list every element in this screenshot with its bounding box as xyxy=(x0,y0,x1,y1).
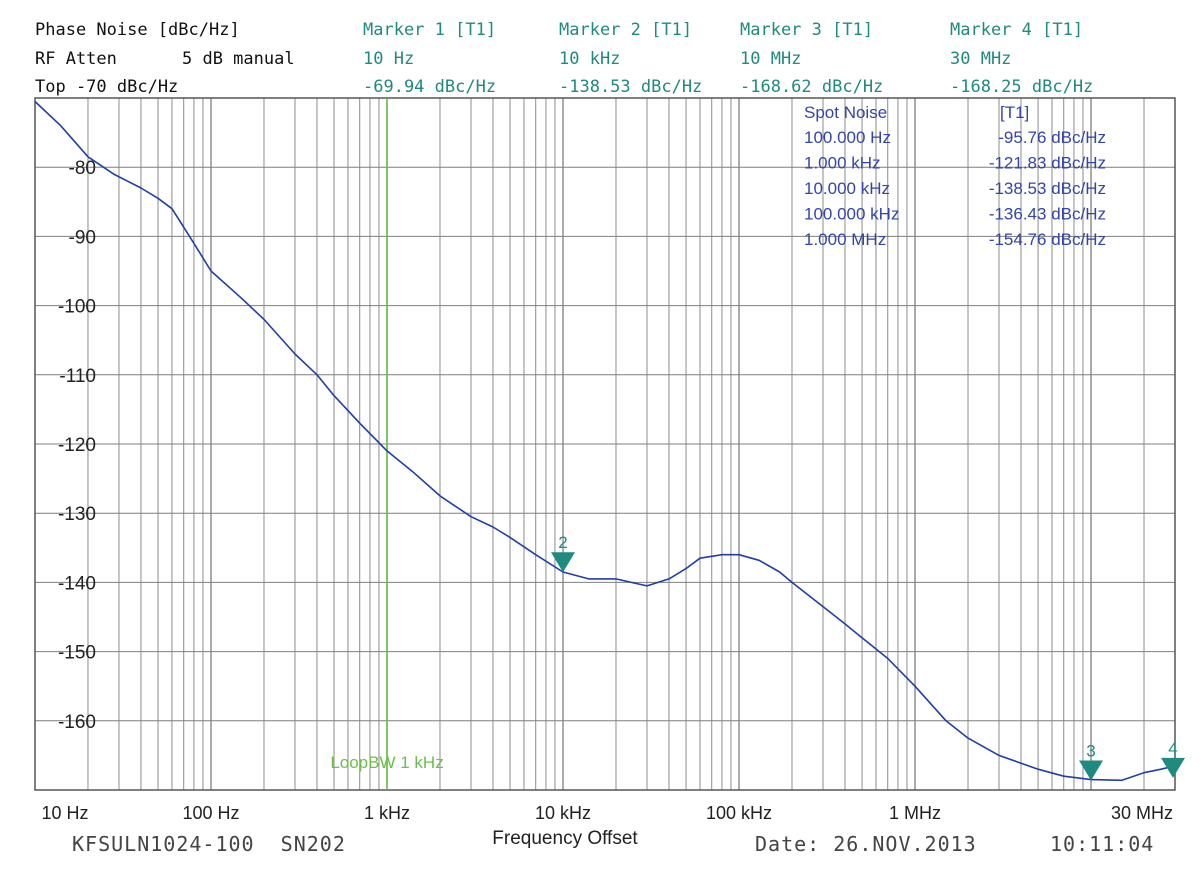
x-tick-label: 1 kHz xyxy=(364,803,410,823)
marker-2-freq: 10 kHz xyxy=(559,49,621,69)
y-tick-label: -120 xyxy=(58,435,96,456)
trace-group xyxy=(34,100,1176,782)
spot-noise-value: -154.76 dBc/Hz xyxy=(989,230,1106,249)
marker-triangle xyxy=(551,552,576,573)
y-tick-label: -140 xyxy=(58,573,96,594)
marker-3-level: -168.62 dBc/Hz xyxy=(740,77,884,97)
header-rf-atten-value: 5 dB manual xyxy=(182,49,295,69)
header-title: Phase Noise [dBc/Hz] xyxy=(35,20,240,40)
marker-4-freq: 30 MHz xyxy=(950,49,1012,69)
marker-triangle xyxy=(1161,757,1185,778)
x-tick-label: 1 MHz xyxy=(889,803,941,823)
footer-date: Date: 26.NOV.2013 xyxy=(755,832,977,856)
x-tick-label: 100 Hz xyxy=(182,803,239,823)
y-tick-label: -130 xyxy=(58,504,96,525)
marker-3-name: Marker 3 [T1] xyxy=(740,20,874,40)
marker-1-freq: 10 Hz xyxy=(363,49,415,69)
marker-1-level: -69.94 dBc/Hz xyxy=(363,77,497,97)
spot-noise-freq: 100.000 Hz xyxy=(804,128,891,147)
x-tick-label: 30 MHz xyxy=(1111,803,1173,823)
marker-label: 4 xyxy=(1168,739,1177,758)
x-tick-label: 100 kHz xyxy=(706,803,772,823)
grid xyxy=(35,98,1175,790)
marker-triangle xyxy=(1079,760,1104,781)
spot-noise-freq: 100.000 kHz xyxy=(804,205,899,224)
spot-noise-title: Spot Noise xyxy=(804,103,887,122)
marker-label: 2 xyxy=(558,533,567,552)
marker-2-name: Marker 2 [T1] xyxy=(559,20,693,40)
y-tick-label: -110 xyxy=(59,366,96,387)
marker-4-name: Marker 4 [T1] xyxy=(950,20,1084,40)
y-tick-label: -90 xyxy=(69,227,96,248)
header-top-level: Top -70 dBc/Hz xyxy=(35,77,179,97)
plot-frame xyxy=(34,97,1176,791)
header-rf-atten-label: RF Atten xyxy=(35,49,117,69)
marker-label: 3 xyxy=(1086,741,1095,760)
marker-1-name: Marker 1 [T1] xyxy=(363,20,497,40)
footer-device: KFSULN1024-100 SN202 xyxy=(72,832,346,856)
spot-noise-tag: [T1] xyxy=(1000,103,1029,122)
y-tick-label: -160 xyxy=(58,712,96,733)
marker-2-level: -138.53 dBc/Hz xyxy=(559,77,703,97)
x-tick-labels: 10 Hz 100 Hz 1 kHz 10 kHz 100 kHz 1 MHz 30 MHz xyxy=(41,803,1173,823)
y-tick-label: -100 xyxy=(58,297,96,318)
spot-noise-freq: 1.000 MHz xyxy=(804,230,886,249)
phase-noise-trace xyxy=(34,100,1176,782)
x-tick-label: 10 kHz xyxy=(535,803,591,823)
spot-noise-value: -121.83 dBc/Hz xyxy=(989,154,1106,173)
loop-bw-label: LoopBW 1 kHz xyxy=(330,753,443,772)
loop-bw-group: LoopBW 1 kHz xyxy=(330,98,444,790)
marker-3-freq: 10 MHz xyxy=(740,49,802,69)
y-tick-label: -150 xyxy=(58,643,96,664)
y-tick-label: -80 xyxy=(69,158,96,179)
marker-4-level: -168.25 dBc/Hz xyxy=(950,77,1094,97)
x-axis-label: Frequency Offset xyxy=(492,828,638,849)
spot-noise-value: -136.43 dBc/Hz xyxy=(989,205,1106,224)
markers-group: 2 3 4 xyxy=(551,533,1185,781)
spot-noise-value: -138.53 dBc/Hz xyxy=(989,179,1106,198)
footer-time: 10:11:04 xyxy=(1050,832,1155,856)
spot-noise-table: Spot Noise [T1] 100.000 Hz -95.76 dBc/Hz 1.0… xyxy=(804,103,1106,249)
x-tick-label: 10 Hz xyxy=(41,803,88,823)
spot-noise-value: -95.76 dBc/Hz xyxy=(998,128,1106,147)
spot-noise-freq: 10.000 kHz xyxy=(804,179,890,198)
y-tick-labels: -80 -90 -100 -110 -120 -130 -140 -150 -160 xyxy=(58,158,96,733)
spot-noise-freq: 1.000 kHz xyxy=(804,154,881,173)
